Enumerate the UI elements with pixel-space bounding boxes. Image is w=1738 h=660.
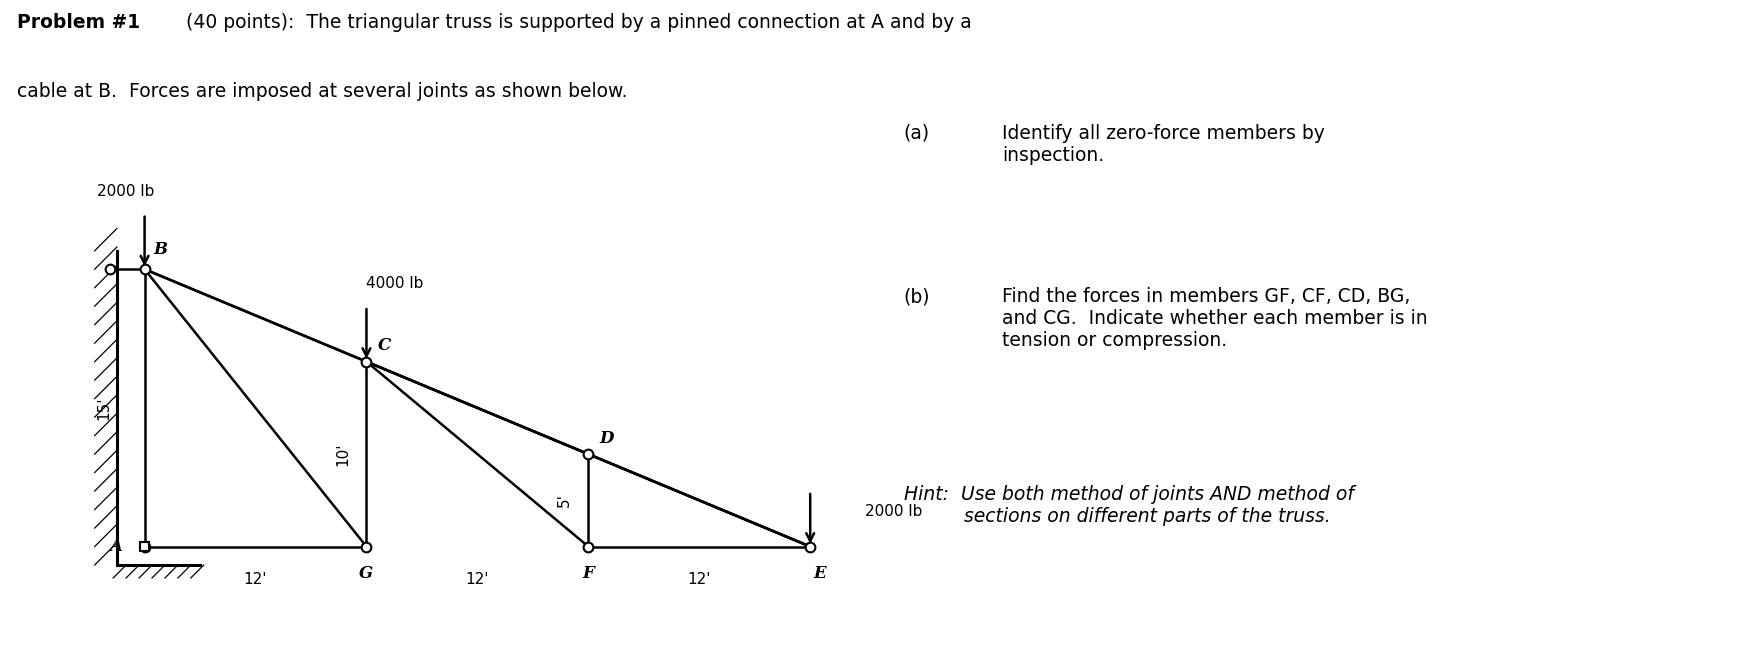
Text: E: E — [813, 565, 826, 582]
Text: (a): (a) — [904, 124, 930, 143]
Text: (40 points):  The triangular truss is supported by a pinned connection at A and : (40 points): The triangular truss is sup… — [186, 13, 972, 32]
Text: 10': 10' — [335, 442, 349, 466]
Text: F: F — [582, 565, 594, 582]
Text: Hint:  Use both method of joints AND method of
          sections on different p: Hint: Use both method of joints AND meth… — [904, 485, 1354, 526]
Bar — [141, 542, 149, 551]
Text: (b): (b) — [904, 287, 930, 306]
Text: B: B — [155, 241, 169, 258]
Text: 2000 lb: 2000 lb — [866, 504, 923, 519]
Text: 15': 15' — [96, 396, 111, 420]
Text: Find the forces in members GF, CF, CD, BG,
and CG.  Indicate whether each member: Find the forces in members GF, CF, CD, B… — [1001, 287, 1427, 350]
Text: A: A — [109, 538, 122, 555]
Text: 12': 12' — [466, 572, 488, 587]
Text: Identify all zero-force members by
inspection.: Identify all zero-force members by inspe… — [1001, 124, 1324, 165]
Text: 5': 5' — [556, 494, 572, 508]
Text: 2000 lb: 2000 lb — [97, 184, 155, 199]
Text: D: D — [600, 430, 614, 447]
Text: C: C — [377, 337, 391, 354]
Text: 12': 12' — [243, 572, 268, 587]
Text: 4000 lb: 4000 lb — [365, 277, 422, 292]
Text: Problem #1: Problem #1 — [17, 13, 141, 32]
Text: cable at B.  Forces are imposed at several joints as shown below.: cable at B. Forces are imposed at severa… — [17, 82, 627, 101]
Text: G: G — [360, 565, 374, 582]
Text: 12': 12' — [688, 572, 711, 587]
